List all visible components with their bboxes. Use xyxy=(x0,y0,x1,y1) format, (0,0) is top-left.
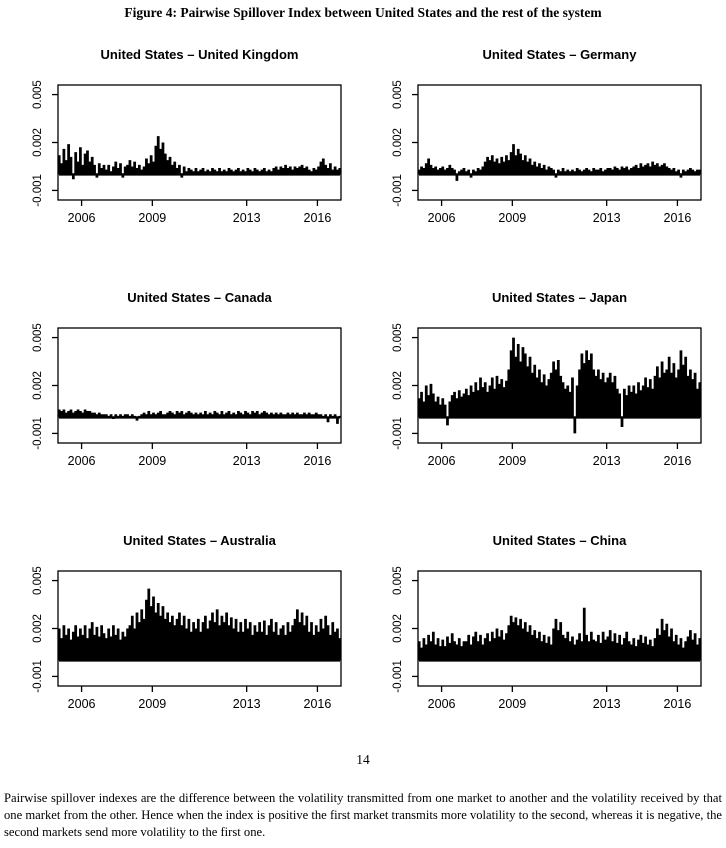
x-axis: 2006 2009 2013 2016 xyxy=(428,200,692,225)
plot-svg: -0.001 0.002 0.005 2006 2009 2013 2016 xyxy=(32,566,342,711)
y-tick-label: -0.001 xyxy=(32,174,44,207)
series-area xyxy=(57,409,342,424)
x-tick-label: 2013 xyxy=(233,211,261,225)
x-tick-label: 2006 xyxy=(428,454,456,468)
y-tick-label: 0.002 xyxy=(32,128,44,157)
y-axis: -0.001 0.002 0.005 xyxy=(32,323,58,450)
x-tick-label: 2009 xyxy=(138,211,166,225)
chart-us-uk: -0.001 0.002 0.005 2006 2009 2013 2016 United … xyxy=(3,40,366,283)
y-tick-label: -0.001 xyxy=(392,174,404,207)
x-tick-label: 2013 xyxy=(593,211,621,225)
series-area xyxy=(57,588,342,661)
x-tick-label: 2016 xyxy=(664,454,692,468)
plot-box xyxy=(57,327,342,444)
x-axis: 2006 2009 2013 2016 xyxy=(68,200,332,225)
plot-svg: -0.001 0.002 0.005 2006 2009 2013 2016 xyxy=(392,323,702,468)
chart-us-australia: -0.001 0.002 0.005 2006 2009 2013 2016 United … xyxy=(3,526,366,769)
y-axis: -0.001 0.002 0.005 xyxy=(392,323,418,450)
chart-canvas: -0.001 0.002 0.005 2006 2009 2013 2016 xyxy=(3,40,366,283)
y-tick-label: -0.001 xyxy=(392,417,404,450)
x-tick-label: 2016 xyxy=(304,211,332,225)
y-tick-label: 0.005 xyxy=(392,323,404,352)
y-tick-label: -0.001 xyxy=(32,417,44,450)
x-tick-label: 2009 xyxy=(138,697,166,711)
plot-svg: -0.001 0.002 0.005 2006 2009 2013 2016 xyxy=(32,323,342,468)
x-tick-label: 2009 xyxy=(498,697,526,711)
chart-title: United States – Germany xyxy=(482,47,637,62)
x-tick-label: 2006 xyxy=(68,211,96,225)
x-tick-label: 2013 xyxy=(593,697,621,711)
y-axis: -0.001 0.002 0.005 xyxy=(392,80,418,207)
y-tick-label: 0.002 xyxy=(32,614,44,643)
x-tick-label: 2016 xyxy=(304,454,332,468)
y-axis: -0.001 0.002 0.005 xyxy=(32,566,58,693)
x-tick-label: 2009 xyxy=(498,211,526,225)
x-tick-label: 2009 xyxy=(498,454,526,468)
chart-us-china: -0.001 0.002 0.005 2006 2009 2013 2016 United … xyxy=(363,526,726,769)
series-area xyxy=(57,136,342,180)
chart-us-canada: -0.001 0.002 0.005 2006 2009 2013 2016 United … xyxy=(3,283,366,526)
x-tick-label: 2016 xyxy=(664,697,692,711)
x-tick-label: 2006 xyxy=(428,211,456,225)
chart-us-japan: -0.001 0.002 0.005 2006 2009 2013 2016 United … xyxy=(363,283,726,526)
x-tick-label: 2016 xyxy=(664,211,692,225)
series-area xyxy=(417,144,702,181)
chart-canvas: -0.001 0.002 0.005 2006 2009 2013 2016 xyxy=(363,526,726,769)
x-tick-label: 2016 xyxy=(304,697,332,711)
x-tick-label: 2006 xyxy=(428,697,456,711)
x-axis: 2006 2009 2013 2016 xyxy=(68,686,332,711)
chart-title: United States – Japan xyxy=(491,290,628,305)
x-tick-label: 2013 xyxy=(593,454,621,468)
y-tick-label: -0.001 xyxy=(392,660,404,693)
series-area xyxy=(417,607,702,661)
y-tick-label: 0.005 xyxy=(32,566,44,595)
y-axis: -0.001 0.002 0.005 xyxy=(392,566,418,693)
x-tick-label: 2013 xyxy=(233,454,261,468)
plot-box xyxy=(417,84,702,201)
x-tick-label: 2009 xyxy=(138,454,166,468)
figure-caption: Pairwise spillover indexes are the diffe… xyxy=(4,791,722,839)
y-tick-label: 0.002 xyxy=(392,614,404,643)
series-area xyxy=(417,337,702,434)
x-axis: 2006 2009 2013 2016 xyxy=(428,686,692,711)
y-tick-label: 0.002 xyxy=(392,371,404,400)
figure-title: Figure 4: Pairwise Spillover Index betwe… xyxy=(124,5,602,20)
chart-canvas: -0.001 0.002 0.005 2006 2009 2013 2016 xyxy=(3,283,366,526)
y-tick-label: 0.002 xyxy=(32,371,44,400)
x-tick-label: 2013 xyxy=(233,697,261,711)
chart-canvas: -0.001 0.002 0.005 2006 2009 2013 2016 xyxy=(363,40,726,283)
chart-canvas: -0.001 0.002 0.005 2006 2009 2013 2016 xyxy=(3,526,366,769)
chart-title: United States – Canada xyxy=(127,290,272,305)
page-number: 14 xyxy=(356,752,370,767)
y-tick-label: 0.005 xyxy=(32,323,44,352)
x-axis: 2006 2009 2013 2016 xyxy=(68,443,332,468)
y-tick-label: 0.005 xyxy=(392,566,404,595)
chart-title: United States – Australia xyxy=(123,533,276,548)
y-tick-label: 0.005 xyxy=(32,80,44,109)
chart-canvas: -0.001 0.002 0.005 2006 2009 2013 2016 xyxy=(363,283,726,526)
x-tick-label: 2006 xyxy=(68,454,96,468)
plot-svg: -0.001 0.002 0.005 2006 2009 2013 2016 xyxy=(392,80,702,225)
chart-title: United States – United Kingdom xyxy=(100,47,299,62)
y-tick-label: 0.002 xyxy=(392,128,404,157)
x-tick-label: 2006 xyxy=(68,697,96,711)
plot-svg: -0.001 0.002 0.005 2006 2009 2013 2016 xyxy=(392,566,702,711)
plot-svg: -0.001 0.002 0.005 2006 2009 2013 2016 xyxy=(32,80,342,225)
chart-title: United States – China xyxy=(492,533,627,548)
plot-box xyxy=(57,84,342,201)
y-tick-label: 0.005 xyxy=(392,80,404,109)
x-axis: 2006 2009 2013 2016 xyxy=(428,443,692,468)
y-tick-label: -0.001 xyxy=(32,660,44,693)
chart-us-germany: -0.001 0.002 0.005 2006 2009 2013 2016 United … xyxy=(363,40,726,283)
y-axis: -0.001 0.002 0.005 xyxy=(32,80,58,207)
